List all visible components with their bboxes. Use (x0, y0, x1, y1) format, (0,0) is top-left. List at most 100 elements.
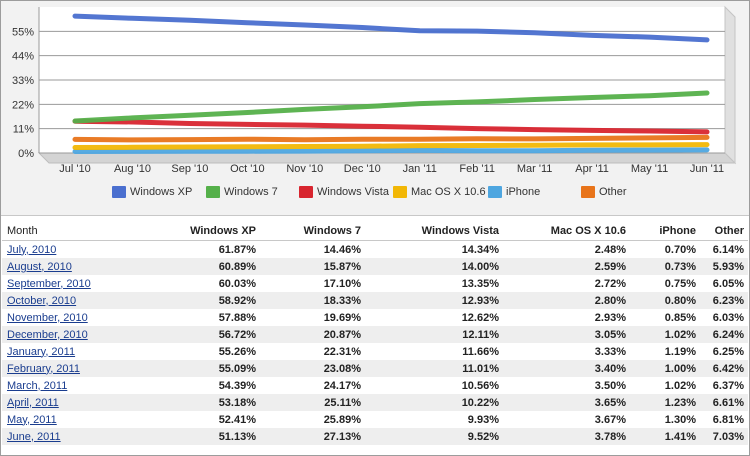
legend-swatch (393, 186, 407, 198)
value-cell: 61.87% (218, 243, 256, 256)
x-tick-label: Jun '11 (690, 163, 724, 175)
value-cell: 55.09% (140, 360, 260, 377)
value-cell: 52.41% (218, 413, 256, 426)
series-line-mac-os-x-10-6 (72, 142, 710, 150)
month-cell: October, 2010 (2, 292, 140, 309)
column-header-mac-os-x-10-6: Mac OS X 10.6 (503, 222, 630, 241)
legend-swatch (112, 186, 126, 198)
plot-side-wall (724, 5, 736, 165)
month-link[interactable]: March, 2011 (7, 379, 68, 392)
legend-item-windows-vista: Windows Vista (299, 185, 389, 199)
x-tick-label: Jul '10 (59, 163, 90, 175)
value-cell: 27.13% (260, 428, 365, 445)
column-header-month: Month (2, 222, 140, 241)
month-link[interactable]: August, 2010 (7, 260, 72, 273)
value-cell: 0.85% (664, 311, 696, 324)
value-cell: 15.87% (260, 258, 365, 275)
month-cell: May, 2011 (2, 411, 140, 428)
y-tick-label: 55% (12, 26, 34, 38)
value-cell: 58.92% (140, 292, 260, 309)
value-cell: 3.33% (594, 345, 626, 358)
value-cell: 60.89% (140, 258, 260, 275)
table-header-row: Month Windows XP Windows 7 Windows Vista Mac… (2, 222, 748, 241)
value-cell: 10.56% (461, 379, 499, 392)
value-cell: 1.41% (630, 428, 700, 445)
legend-label: Other (599, 186, 627, 198)
month-link[interactable]: July, 2010 (7, 243, 57, 256)
month-cell: July, 2010 (2, 241, 140, 259)
legend-swatch (488, 186, 502, 198)
month-cell: December, 2010 (2, 326, 140, 343)
value-cell: 1.19% (664, 345, 696, 358)
value-cell: 55.26% (218, 345, 256, 358)
value-cell: 17.10% (323, 277, 361, 290)
month-cell: April, 2011 (2, 394, 140, 411)
month-link[interactable]: September, 2010 (7, 277, 91, 290)
legend-item-windows-7: Windows 7 (206, 185, 278, 199)
data-table-container: Month Windows XP Windows 7 Windows Vista Mac… (1, 222, 749, 445)
value-cell: 2.72% (594, 277, 626, 290)
value-cell: 2.80% (503, 292, 630, 309)
value-cell: 56.72% (140, 326, 260, 343)
value-cell: 6.23% (700, 292, 748, 309)
value-cell: 18.33% (260, 292, 365, 309)
month-link[interactable]: April, 2011 (7, 396, 59, 409)
value-cell: 3.05% (503, 326, 630, 343)
value-cell: 11.66% (462, 345, 499, 358)
value-cell: 25.11% (260, 394, 365, 411)
chart-panel: 0% 11% 22% 33% 44% 55% Jul '10 Aug '10 Sep '10 Oc… (1, 1, 749, 216)
table-row: July, 2010 61.87% 14.46% 14.34% 2.48% 0.70% 6.… (2, 241, 748, 259)
value-cell: 60.03% (218, 277, 256, 290)
column-header-windows-7: Windows 7 (260, 222, 365, 241)
y-tick-label: 33% (12, 75, 34, 87)
table-row: August, 2010 60.89% 15.87% 14.00% 2.59% 0.73%… (2, 258, 748, 275)
value-cell: 1.02% (664, 379, 696, 392)
table-row: January, 2011 55.26% 22.31% 11.66% 3.33% 1.19… (2, 343, 748, 360)
value-cell: 3.40% (503, 360, 630, 377)
value-cell: 54.39% (218, 379, 256, 392)
legend-label: Mac OS X 10.6 (411, 186, 486, 198)
x-tick-label: Dec '10 (344, 163, 381, 175)
column-header-windows-vista: Windows Vista (365, 222, 503, 241)
value-cell: 11.01% (365, 360, 503, 377)
month-cell: February, 2011 (2, 360, 140, 377)
column-header-iphone: iPhone (630, 222, 700, 241)
value-cell: 6.05% (712, 277, 744, 290)
table-row: November, 2010 57.88% 19.69% 12.62% 2.93% 0.8… (2, 309, 748, 326)
value-cell: 57.88% (218, 311, 256, 324)
month-link[interactable]: October, 2010 (7, 294, 77, 307)
value-cell: 6.61% (700, 394, 748, 411)
legend-label: Windows XP (130, 186, 193, 198)
value-cell: 19.69% (323, 311, 361, 324)
x-tick-label: Feb '11 (459, 163, 495, 175)
table-row: March, 2011 54.39% 24.17% 10.56% 3.50% 1.02% 6… (2, 377, 748, 394)
series-line-windows-vista (72, 118, 710, 135)
value-cell: 10.22% (365, 394, 503, 411)
month-link[interactable]: January, 2011 (7, 345, 76, 358)
month-cell: August, 2010 (2, 258, 140, 275)
month-link[interactable]: December, 2010 (7, 328, 88, 341)
table-row: February, 2011 55.09% 23.08% 11.01% 3.40% 1.0… (2, 360, 748, 377)
month-link[interactable]: November, 2010 (7, 311, 88, 324)
value-cell: 0.80% (630, 292, 700, 309)
month-link[interactable]: June, 2011 (7, 430, 61, 443)
value-cell: 6.37% (712, 379, 744, 392)
value-cell: 6.42% (700, 360, 748, 377)
month-link[interactable]: February, 2011 (7, 362, 80, 375)
value-cell: 51.13% (140, 428, 260, 445)
month-cell: March, 2011 (2, 377, 140, 394)
value-cell: 2.93% (594, 311, 626, 324)
y-tick-label: 22% (12, 99, 34, 111)
x-tick-label: Nov '10 (286, 163, 323, 175)
legend-label: iPhone (506, 186, 541, 198)
column-header-other: Other (700, 222, 748, 241)
month-link[interactable]: May, 2011 (7, 413, 57, 426)
column-header-windows-xp: Windows XP (140, 222, 260, 241)
value-cell: 7.03% (700, 428, 748, 445)
value-cell: 23.08% (260, 360, 365, 377)
table-row: December, 2010 56.72% 20.87% 12.11% 3.05% 1.0… (2, 326, 748, 343)
legend-swatch (206, 186, 220, 198)
table-row: September, 2010 60.03% 17.10% 13.35% 2.72% 0.… (2, 275, 748, 292)
value-cell: 3.67% (594, 413, 626, 426)
